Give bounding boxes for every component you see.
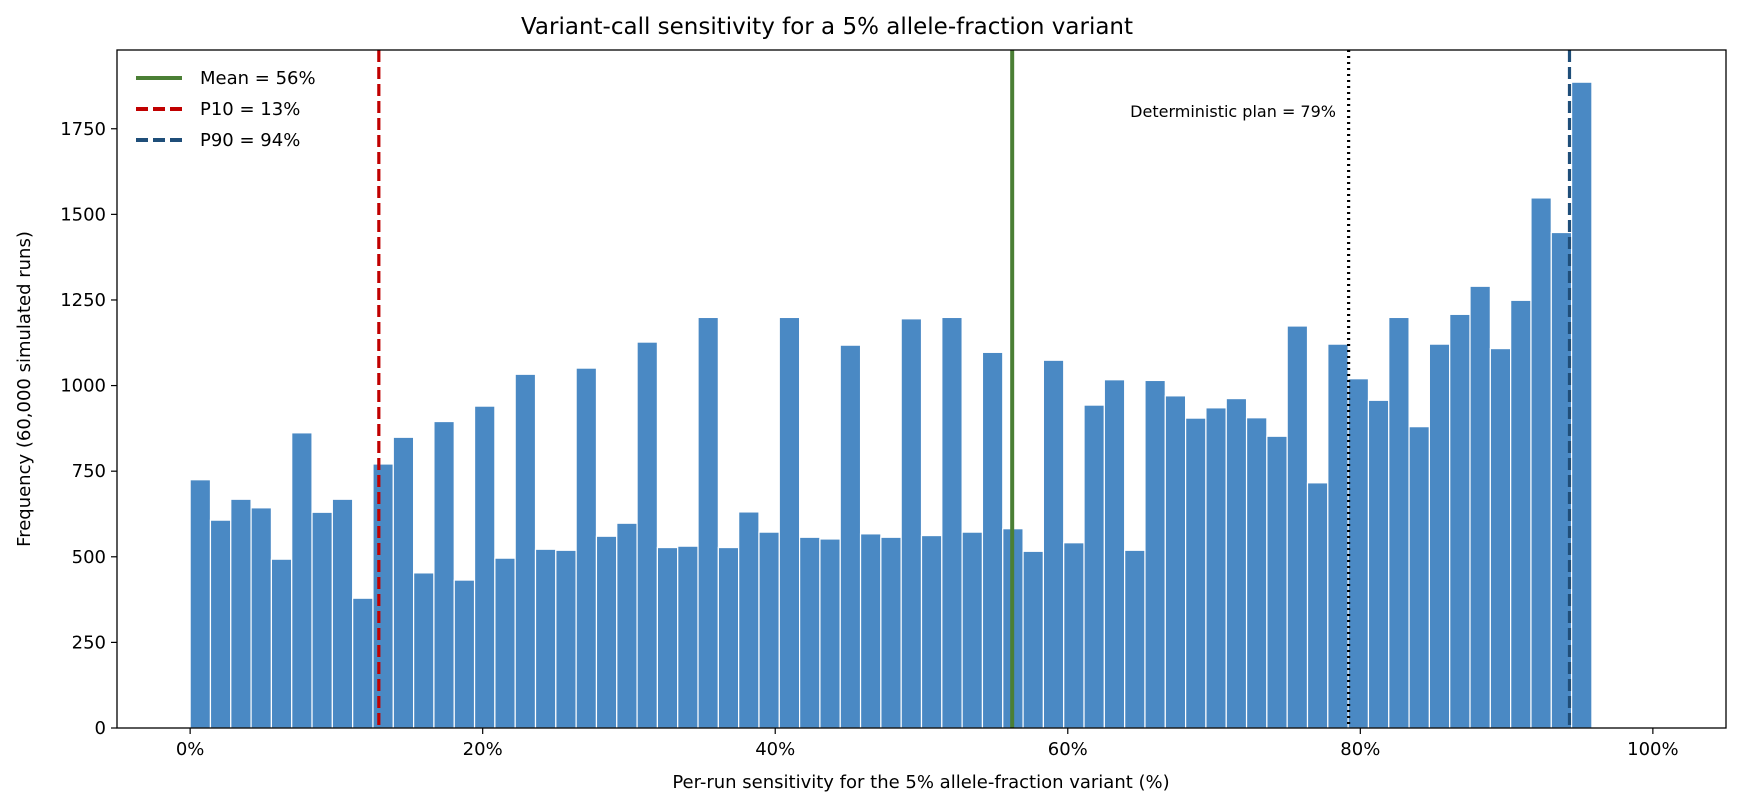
histogram-bar	[1510, 299, 1532, 729]
histogram-bar	[697, 316, 719, 729]
histogram-bar	[453, 579, 476, 729]
histogram-bar	[961, 531, 984, 729]
histogram-bar	[372, 463, 394, 729]
histogram-bar	[1164, 395, 1187, 729]
y-axis-title: Frequency (60,000 simulated runs)	[14, 231, 35, 547]
histogram-bar	[209, 519, 232, 729]
histogram-bar	[1266, 435, 1288, 729]
histogram-bar	[1144, 379, 1166, 729]
histogram-bar	[900, 318, 923, 729]
histogram-bar	[717, 546, 740, 729]
histogram-bar	[270, 558, 293, 729]
histogram-bar	[1286, 325, 1309, 729]
chart-title: Variant-call sensitivity for a 5% allele…	[521, 14, 1133, 40]
histogram-bar	[1042, 359, 1065, 729]
histogram-bar	[1449, 313, 1471, 729]
histogram-bar	[839, 344, 862, 729]
histogram-bar	[1103, 379, 1126, 729]
histogram-bar	[1469, 285, 1491, 729]
histogram-bar	[352, 597, 374, 729]
legend-label: P90 = 94%	[200, 130, 300, 151]
histogram-bar	[473, 405, 496, 729]
legend-label: Mean = 56%	[200, 68, 316, 89]
bars-layer	[189, 81, 1593, 729]
histogram-bar	[1428, 343, 1451, 729]
histogram-bar	[799, 536, 821, 729]
histogram-bar	[656, 546, 679, 729]
histogram-bar	[778, 316, 801, 729]
histogram-bar	[1408, 426, 1430, 729]
y-tick-label: 1500	[60, 204, 106, 225]
legend: Mean = 56% P10 = 13% P90 = 94%	[136, 68, 316, 151]
histogram-bar	[413, 572, 435, 729]
deterministic-plan-annotation: Deterministic plan = 79%	[1130, 102, 1336, 121]
y-axis: 0 250 500 750 1000 1250 1500 1750	[60, 119, 117, 739]
x-tick-label: 60%	[1048, 739, 1088, 760]
histogram-bar	[758, 531, 780, 729]
x-tick-label: 80%	[1340, 739, 1380, 760]
y-tick-label: 250	[72, 632, 106, 653]
histogram-bar	[1367, 399, 1390, 729]
histogram-bar	[1185, 417, 1207, 729]
x-tick-label: 20%	[463, 739, 503, 760]
histogram-bar	[555, 549, 577, 729]
histogram-bar	[636, 341, 658, 729]
histogram-bar	[392, 436, 415, 729]
histogram-bar	[1063, 542, 1085, 729]
histogram-bar	[250, 507, 272, 729]
histogram-bar	[981, 351, 1004, 729]
x-axis-title: Per-run sensitivity for the 5% allele-fr…	[672, 772, 1169, 793]
histogram-bar	[819, 538, 841, 729]
histogram-bar	[677, 545, 699, 729]
y-tick-label: 1750	[60, 119, 106, 140]
x-axis: 0% 20% 40% 60% 80% 100%	[176, 728, 1679, 760]
x-tick-label: 40%	[755, 739, 795, 760]
histogram-bar	[1245, 417, 1268, 729]
histogram-bar	[575, 367, 598, 729]
reference-lines	[377, 50, 1572, 728]
histogram-bar	[616, 522, 638, 729]
histogram-bar	[1083, 404, 1105, 729]
histogram-bar	[1489, 347, 1512, 729]
histogram-bar	[189, 479, 212, 729]
histogram-bar	[920, 534, 943, 729]
histogram-bar	[311, 511, 333, 729]
histogram-bar	[1327, 343, 1349, 729]
histogram-bar	[1124, 549, 1146, 729]
y-tick-label: 1250	[60, 290, 106, 311]
legend-label: P10 = 13%	[200, 99, 300, 120]
y-tick-label: 0	[95, 718, 106, 739]
histogram-bar	[1306, 482, 1329, 729]
histogram-bar	[1388, 316, 1410, 729]
histogram-bar	[1530, 197, 1552, 729]
histogram-bar	[1347, 378, 1370, 729]
histogram-bar	[433, 420, 455, 729]
histogram-bar	[331, 498, 354, 729]
histogram-bar	[230, 498, 252, 729]
histogram-bar	[1571, 81, 1593, 729]
histogram-bar	[595, 535, 618, 729]
x-tick-label: 0%	[176, 739, 205, 760]
histogram-bar	[514, 373, 537, 729]
y-tick-label: 1000	[60, 376, 106, 397]
histogram-bar	[1205, 407, 1227, 729]
y-tick-label: 500	[72, 547, 106, 568]
histogram-bar	[941, 316, 963, 729]
histogram-bar	[859, 533, 882, 729]
plot-frame	[116, 49, 1727, 729]
y-tick-label: 750	[72, 461, 106, 482]
histogram-bar	[1225, 397, 1248, 729]
histogram-bar	[534, 548, 557, 729]
histogram-bar	[880, 536, 902, 729]
histogram-bar	[494, 557, 516, 729]
x-tick-label: 100%	[1627, 739, 1678, 760]
histogram-bar	[1022, 550, 1044, 729]
histogram-bar	[738, 511, 760, 729]
histogram-bar	[291, 432, 313, 729]
